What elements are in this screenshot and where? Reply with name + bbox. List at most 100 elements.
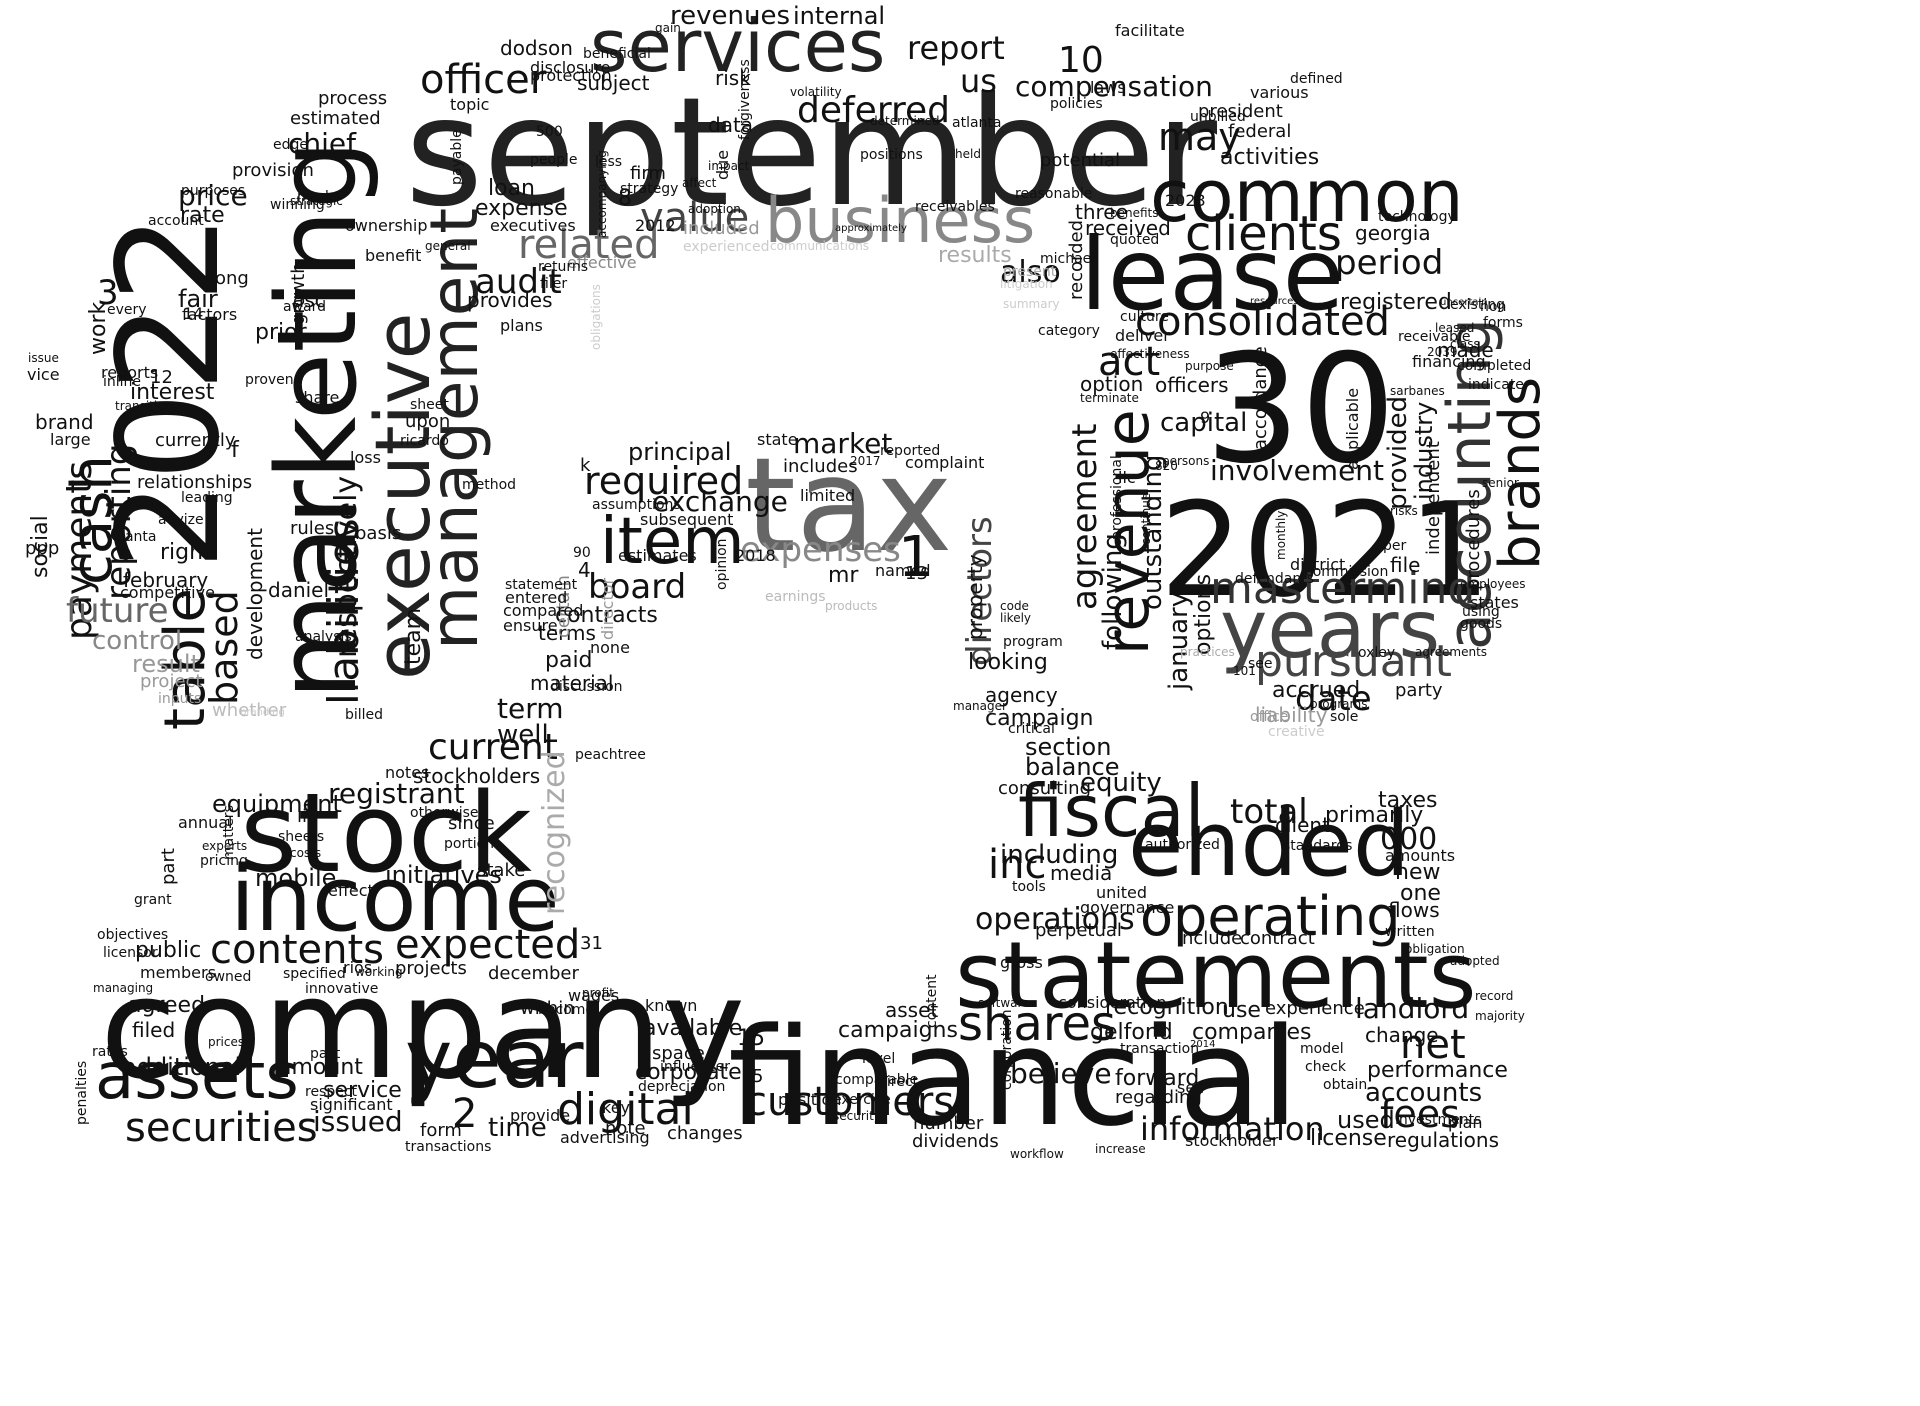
cloud-word: included bbox=[683, 218, 760, 239]
cloud-word: fees bbox=[1380, 1092, 1460, 1136]
cloud-word: consulting bbox=[998, 778, 1091, 799]
cloud-word: proven bbox=[245, 372, 294, 388]
cloud-word: deliver bbox=[1115, 326, 1170, 345]
cloud-word: state bbox=[757, 430, 798, 449]
cloud-word: mr bbox=[828, 563, 859, 588]
cloud-word: benefit bbox=[365, 246, 422, 265]
cloud-word: term bbox=[497, 692, 564, 725]
cloud-word: none bbox=[590, 638, 630, 657]
cloud-word: projects bbox=[395, 958, 467, 979]
cloud-word: exchange bbox=[652, 485, 788, 518]
cloud-word: currently bbox=[155, 430, 236, 451]
cloud-word: standards bbox=[1283, 838, 1353, 854]
cloud-word: part bbox=[158, 848, 179, 885]
cloud-word: method bbox=[462, 477, 517, 493]
cloud-word: senior bbox=[1482, 476, 1519, 490]
cloud-word: specified bbox=[283, 966, 346, 982]
cloud-word: sole bbox=[1330, 709, 1359, 725]
cloud-word: firm bbox=[630, 163, 666, 184]
cloud-word: potential bbox=[1040, 150, 1121, 171]
cloud-word: account bbox=[148, 213, 204, 229]
cloud-word: otherwise bbox=[410, 805, 479, 821]
cloud-word: payable bbox=[449, 129, 465, 185]
cloud-word: agency bbox=[985, 683, 1058, 707]
cloud-word: including bbox=[1000, 840, 1119, 870]
cloud-word: digital bbox=[557, 1084, 694, 1135]
cloud-word: 2023 bbox=[1165, 191, 1206, 210]
cloud-word: laws bbox=[1090, 78, 1126, 97]
cloud-word: depreciation bbox=[638, 1079, 726, 1095]
cloud-word: atlanta bbox=[952, 115, 1002, 131]
cloud-word: 2017 bbox=[850, 454, 881, 468]
cloud-word: 13 bbox=[905, 563, 928, 584]
cloud-word: less bbox=[595, 154, 623, 170]
cloud-word: long bbox=[210, 268, 249, 289]
cloud-word: service bbox=[323, 1078, 402, 1103]
cloud-word: agreement bbox=[1065, 423, 1105, 610]
cloud-word: check bbox=[1305, 1059, 1346, 1075]
cloud-word: programs bbox=[1310, 697, 1368, 711]
cloud-word: existing bbox=[1450, 297, 1505, 313]
cloud-word: impact bbox=[708, 159, 750, 173]
cloud-word: strategic bbox=[290, 194, 343, 208]
cloud-word: estimates bbox=[618, 546, 697, 565]
cloud-word: mastermind bbox=[1210, 563, 1476, 614]
cloud-word: litigation bbox=[1000, 277, 1053, 291]
cloud-word: amounts bbox=[1385, 846, 1456, 865]
cloud-word: profit bbox=[582, 986, 614, 1000]
cloud-word: security bbox=[833, 1109, 881, 1123]
cloud-word: 2039 bbox=[1427, 345, 1458, 359]
cloud-word: executives bbox=[490, 216, 576, 235]
cloud-word: summary bbox=[1003, 297, 1060, 311]
cloud-word: purposes bbox=[181, 183, 246, 199]
cloud-word: options bbox=[1191, 573, 1216, 655]
cloud-word: company bbox=[100, 948, 746, 1111]
cloud-word: related bbox=[518, 222, 660, 268]
cloud-word: result bbox=[132, 650, 200, 678]
cloud-word: accordance bbox=[1250, 346, 1271, 450]
cloud-word: used bbox=[1337, 1106, 1395, 1134]
cloud-word: mark bbox=[297, 189, 334, 205]
cloud-word: per bbox=[1383, 538, 1407, 554]
cloud-word: oxley bbox=[1358, 645, 1396, 661]
cloud-word: vice bbox=[27, 365, 60, 384]
cloud-word: contract bbox=[1240, 928, 1315, 949]
cloud-word: volatility bbox=[790, 85, 842, 99]
cloud-word: development bbox=[243, 528, 267, 660]
cloud-word: reports bbox=[101, 363, 159, 382]
cloud-word: using bbox=[1462, 604, 1500, 620]
cloud-word: limited bbox=[800, 486, 856, 505]
cloud-word: time bbox=[488, 1113, 547, 1143]
cloud-word: date bbox=[1295, 679, 1372, 719]
cloud-word: exercise bbox=[833, 1092, 891, 1108]
cloud-word: peachtree bbox=[575, 747, 646, 763]
cloud-word: securities bbox=[125, 1105, 318, 1151]
cloud-word: tax bbox=[745, 429, 953, 581]
cloud-word: prior bbox=[255, 320, 307, 345]
cloud-word: dodson bbox=[500, 36, 573, 60]
cloud-word: reported bbox=[880, 443, 941, 459]
cloud-word: grant bbox=[134, 892, 172, 908]
cloud-word: assumptions bbox=[592, 497, 681, 513]
cloud-word: public bbox=[135, 938, 202, 963]
cloud-word: f bbox=[231, 438, 239, 463]
cloud-word: ensure bbox=[503, 616, 558, 635]
cloud-word: employees bbox=[1460, 577, 1526, 591]
cloud-word: shares bbox=[958, 996, 1117, 1052]
cloud-word: issued bbox=[313, 1105, 403, 1138]
cloud-word: years bbox=[1220, 583, 1441, 676]
cloud-word: period bbox=[1335, 243, 1444, 283]
cloud-word: flows bbox=[1388, 898, 1440, 922]
cloud-word: direct bbox=[878, 1074, 919, 1090]
cloud-word: independent bbox=[1423, 441, 1444, 555]
cloud-word: present bbox=[1003, 264, 1057, 280]
cloud-word: use bbox=[1222, 998, 1261, 1023]
cloud-word: ppp bbox=[25, 538, 60, 559]
cloud-word: 10 bbox=[1058, 40, 1104, 81]
cloud-word: become bbox=[538, 1002, 595, 1018]
cloud-word: price bbox=[178, 179, 248, 212]
cloud-word: director bbox=[598, 577, 617, 640]
cloud-word: regulations bbox=[1387, 1128, 1500, 1152]
cloud-word: advertising bbox=[560, 1128, 650, 1147]
cloud-word: analysis bbox=[295, 629, 352, 645]
